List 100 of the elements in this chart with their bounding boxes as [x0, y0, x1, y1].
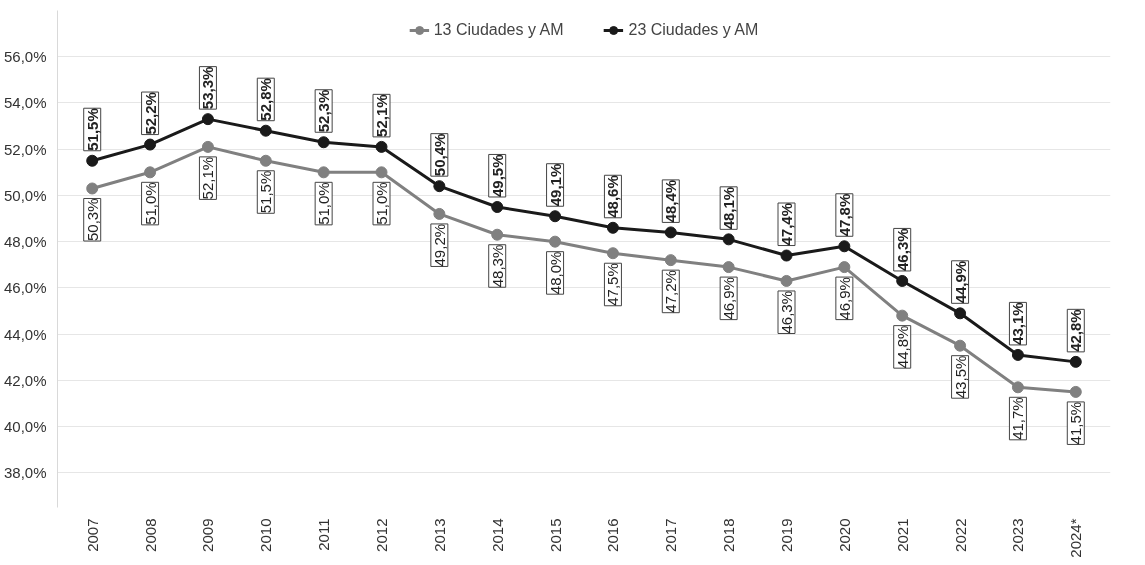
x-tick-label: 2017 [662, 518, 680, 552]
data-label: 52,8% [257, 78, 275, 121]
data-label: 51,5% [257, 170, 275, 214]
point [838, 261, 851, 274]
x-tick-label: 2009 [199, 518, 217, 552]
data-label: 49,1% [546, 163, 564, 207]
y-tick-label: 44,0% [3, 325, 47, 343]
x-tick-label: 2013 [430, 518, 448, 552]
point [954, 339, 967, 352]
data-label: 52,1% [199, 156, 217, 200]
data-label: 44,8% [893, 325, 911, 369]
point [549, 235, 562, 248]
point [780, 249, 793, 262]
point [86, 182, 99, 195]
point [606, 221, 619, 234]
data-label: 46,9% [835, 277, 853, 320]
point [1011, 381, 1024, 394]
point [722, 233, 735, 246]
point [664, 226, 677, 239]
data-label: 49,2% [430, 223, 448, 267]
point [433, 207, 446, 220]
point [780, 274, 793, 287]
x-tick-label: 2023 [1009, 518, 1027, 552]
x-tick-label: 2022 [951, 518, 969, 552]
data-label: 48,1% [720, 186, 738, 230]
x-tick-label: 2007 [83, 518, 101, 552]
point [838, 240, 851, 253]
data-label: 50,3% [83, 198, 101, 242]
x-tick-label: 2016 [604, 518, 622, 552]
point [86, 154, 99, 167]
data-label: 41,7% [1009, 397, 1027, 440]
data-label: 47,2% [662, 270, 680, 313]
data-label: 50,4% [430, 133, 448, 177]
data-label: 47,8% [835, 193, 853, 237]
x-tick-label: 2020 [835, 518, 853, 552]
point [1011, 348, 1024, 361]
data-label: 53,3% [199, 66, 217, 110]
y-tick-label: 48,0% [3, 233, 47, 251]
point [664, 254, 677, 267]
data-label: 48,0% [546, 251, 564, 295]
legend-label: 13 Ciudades y AM [433, 21, 564, 39]
x-tick-label: 2018 [720, 518, 738, 552]
point [1069, 385, 1082, 398]
x-tick-label: 2011 [315, 518, 333, 551]
point [1069, 355, 1082, 368]
x-tick-label: 2012 [373, 518, 390, 552]
point [201, 140, 214, 153]
data-label: 46,3% [778, 290, 795, 334]
point [722, 261, 735, 274]
point [896, 274, 909, 287]
x-tick-label: 2010 [257, 518, 275, 552]
point [144, 138, 157, 151]
y-tick-label: 50,0% [3, 186, 47, 204]
data-label: 48,4% [662, 179, 680, 223]
x-tick-label: 2014 [488, 518, 506, 552]
y-tick-label: 42,0% [3, 371, 47, 389]
point [433, 180, 446, 193]
data-label: 51,5% [83, 108, 101, 151]
legend-label: 23 Ciudades y AM [628, 21, 759, 39]
data-label: 47,4% [778, 202, 795, 246]
data-label: 48,3% [488, 244, 506, 288]
y-tick-label: 54,0% [3, 94, 47, 112]
y-tick-label: 40,0% [3, 418, 47, 436]
point [201, 113, 214, 126]
data-label: 42,8% [1067, 309, 1085, 352]
point [259, 124, 272, 137]
y-tick-label: 46,0% [3, 279, 47, 297]
data-label: 43,1% [1009, 302, 1027, 345]
point [896, 309, 909, 322]
data-label: 48,6% [604, 175, 622, 218]
point [549, 210, 562, 223]
data-label: 52,1% [373, 94, 390, 137]
data-label: 52,2% [141, 92, 159, 135]
data-label: 44,9% [951, 260, 969, 304]
point [317, 136, 330, 149]
data-label: 51,0% [373, 182, 390, 225]
point [259, 154, 272, 167]
point [491, 201, 504, 213]
data-label: 46,9% [720, 277, 738, 320]
x-tick-label: 2024* [1067, 518, 1085, 558]
x-tick-label: 2021 [893, 518, 911, 552]
point [954, 307, 967, 320]
data-label: 43,5% [951, 355, 969, 399]
x-tick-label: 2008 [141, 518, 159, 552]
point [375, 140, 388, 153]
y-tick-label: 52,0% [3, 140, 47, 158]
x-tick-label: 2019 [778, 518, 795, 552]
data-label: 46,3% [893, 228, 911, 271]
data-label: 51,0% [315, 182, 333, 225]
data-label: 52,3% [315, 89, 333, 133]
point [144, 166, 157, 179]
point [606, 247, 619, 260]
data-label: 41,5% [1067, 401, 1085, 445]
y-tick-label: 56,0% [3, 48, 47, 66]
y-tick-label: 38,0% [3, 464, 47, 482]
x-tick-label: 2015 [546, 518, 564, 552]
data-label: 49,5% [488, 154, 506, 197]
point [375, 166, 388, 179]
point [317, 166, 330, 179]
data-label: 47,5% [604, 263, 622, 306]
